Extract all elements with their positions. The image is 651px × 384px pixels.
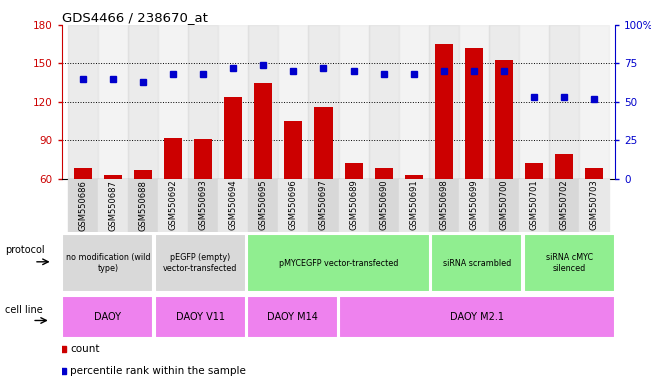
- Bar: [314, 107, 333, 255]
- Text: GSM550703: GSM550703: [590, 180, 599, 230]
- Bar: [339, 296, 615, 338]
- Bar: [405, 175, 422, 255]
- Bar: [218, 179, 248, 232]
- Bar: [155, 296, 245, 338]
- Bar: [224, 97, 242, 255]
- Text: GSM550692: GSM550692: [169, 180, 178, 230]
- Bar: [164, 137, 182, 255]
- Bar: [555, 154, 573, 255]
- Text: siRNA scrambled: siRNA scrambled: [443, 258, 511, 268]
- Bar: [279, 25, 309, 179]
- Text: GSM550691: GSM550691: [409, 180, 418, 230]
- Bar: [549, 25, 579, 179]
- Bar: [134, 170, 152, 255]
- Bar: [248, 25, 279, 179]
- Bar: [465, 48, 483, 255]
- Bar: [368, 179, 398, 232]
- Text: GSM550697: GSM550697: [319, 180, 328, 230]
- Bar: [459, 179, 489, 232]
- Bar: [435, 44, 453, 255]
- Text: GSM550700: GSM550700: [499, 180, 508, 230]
- Text: GSM550702: GSM550702: [560, 180, 568, 230]
- Bar: [98, 179, 128, 232]
- Bar: [62, 234, 154, 292]
- Text: siRNA cMYC
silenced: siRNA cMYC silenced: [546, 253, 592, 273]
- Bar: [194, 139, 212, 255]
- Text: DAOY M14: DAOY M14: [267, 312, 318, 322]
- Text: GSM550698: GSM550698: [439, 180, 449, 230]
- Bar: [158, 179, 188, 232]
- Bar: [579, 179, 609, 232]
- Bar: [68, 25, 98, 179]
- Bar: [188, 179, 218, 232]
- Text: GSM550699: GSM550699: [469, 180, 478, 230]
- Bar: [579, 25, 609, 179]
- Text: GSM550690: GSM550690: [379, 180, 388, 230]
- Bar: [549, 179, 579, 232]
- Bar: [398, 25, 429, 179]
- Text: GSM550696: GSM550696: [289, 180, 298, 230]
- Text: DAOY V11: DAOY V11: [176, 312, 225, 322]
- Bar: [489, 179, 519, 232]
- Bar: [248, 179, 279, 232]
- Text: GSM550688: GSM550688: [139, 180, 148, 230]
- Bar: [128, 179, 158, 232]
- Bar: [218, 25, 248, 179]
- Bar: [247, 296, 338, 338]
- Bar: [309, 179, 339, 232]
- Bar: [98, 25, 128, 179]
- Bar: [155, 234, 245, 292]
- Bar: [432, 234, 522, 292]
- Bar: [247, 234, 430, 292]
- Text: GSM550689: GSM550689: [349, 180, 358, 230]
- Bar: [279, 179, 309, 232]
- Bar: [74, 168, 92, 255]
- Text: GSM550687: GSM550687: [109, 180, 117, 230]
- Bar: [339, 25, 368, 179]
- Bar: [519, 179, 549, 232]
- Text: DAOY: DAOY: [94, 312, 122, 322]
- Bar: [344, 163, 363, 255]
- Text: DAOY M2.1: DAOY M2.1: [450, 312, 504, 322]
- Bar: [339, 179, 368, 232]
- Bar: [525, 163, 543, 255]
- Bar: [519, 25, 549, 179]
- Text: GSM550701: GSM550701: [529, 180, 538, 230]
- Bar: [68, 179, 98, 232]
- Bar: [255, 83, 272, 255]
- Bar: [309, 25, 339, 179]
- Text: GDS4466 / 238670_at: GDS4466 / 238670_at: [62, 11, 208, 24]
- Bar: [104, 175, 122, 255]
- Text: GSM550686: GSM550686: [78, 180, 87, 230]
- Bar: [188, 25, 218, 179]
- Bar: [489, 25, 519, 179]
- Text: GSM550695: GSM550695: [259, 180, 268, 230]
- Bar: [523, 234, 615, 292]
- Bar: [62, 296, 154, 338]
- Text: GSM550694: GSM550694: [229, 180, 238, 230]
- Text: no modification (wild
type): no modification (wild type): [66, 253, 150, 273]
- Text: count: count: [70, 344, 100, 354]
- Bar: [158, 25, 188, 179]
- Bar: [429, 179, 459, 232]
- Bar: [585, 168, 603, 255]
- Bar: [459, 25, 489, 179]
- Bar: [368, 25, 398, 179]
- Text: protocol: protocol: [5, 245, 44, 255]
- Text: percentile rank within the sample: percentile rank within the sample: [70, 366, 246, 376]
- Text: GSM550693: GSM550693: [199, 180, 208, 230]
- Bar: [495, 60, 513, 255]
- Text: pMYCEGFP vector-transfected: pMYCEGFP vector-transfected: [279, 258, 398, 268]
- Text: pEGFP (empty)
vector-transfected: pEGFP (empty) vector-transfected: [163, 253, 238, 273]
- Bar: [374, 168, 393, 255]
- Bar: [398, 179, 429, 232]
- Bar: [429, 25, 459, 179]
- Bar: [284, 121, 303, 255]
- Text: cell line: cell line: [5, 305, 43, 315]
- Bar: [128, 25, 158, 179]
